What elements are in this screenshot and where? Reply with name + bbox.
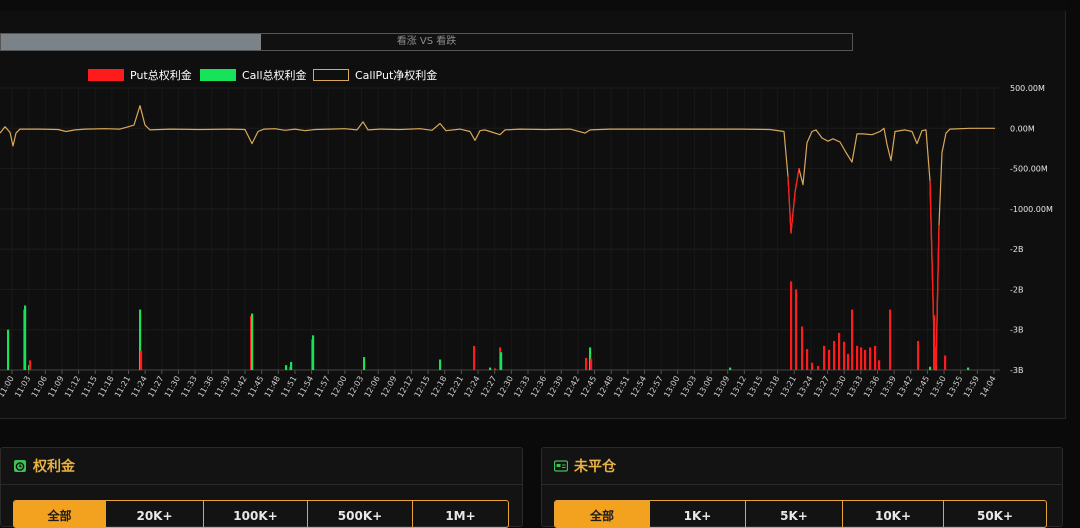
legend-label-put: Put总权利金 — [130, 69, 192, 82]
call-bar — [929, 366, 932, 370]
put-bar — [864, 349, 867, 370]
card-icon — [554, 460, 568, 472]
put-bar — [833, 340, 836, 370]
put-bar — [838, 332, 841, 370]
net-dip-highlight — [929, 180, 940, 371]
premium-filter-1m[interactable]: 1M+ — [445, 509, 476, 523]
put-bar — [874, 345, 877, 370]
y-tick-label: 0.00M — [1010, 124, 1035, 133]
call-bar — [312, 335, 315, 370]
premium-filter-500k[interactable]: 500K+ — [308, 501, 413, 527]
premium-filter-20k[interactable]: 20K+ — [106, 501, 204, 527]
premium-panel: 权利金 全部 20K+ 100K+ 500K+ 1M+ — [0, 447, 523, 528]
premium-panel-header: 权利金 — [1, 448, 522, 485]
open-interest-panel: 未平仓 全部 1K+ 5K+ 10K+ 50K+ — [541, 447, 1063, 528]
put-bar — [817, 365, 820, 370]
legend-label-net: CallPut净权利金 — [355, 69, 438, 82]
y-tick-label: -3B — [1010, 326, 1023, 335]
put-bar — [843, 341, 846, 370]
y-tick-label: -2B — [1010, 285, 1023, 294]
y-tick-label: -1000.00M — [1010, 205, 1053, 214]
call-bar — [285, 365, 288, 370]
call-bar — [439, 359, 442, 370]
put-bar — [869, 347, 872, 370]
put-bar — [790, 281, 793, 370]
call-swatch — [200, 69, 236, 81]
call-bar — [489, 367, 492, 370]
put-bar — [801, 326, 804, 370]
put-bar — [811, 362, 814, 370]
put-bar — [828, 349, 831, 370]
oi-filter-1k[interactable]: 1K+ — [650, 501, 746, 527]
premium-filter-100k[interactable]: 100K+ — [204, 501, 308, 527]
put-bar — [823, 345, 826, 370]
legend-item-put[interactable]: Put总权利金 — [88, 67, 192, 83]
premium-chart: 500.00M 0.00M -500.00M -1000.00M -2B -2B -3B -3… — [0, 84, 1053, 399]
legend-item-net[interactable]: CallPut净权利金 — [313, 67, 437, 83]
call-bar — [7, 329, 10, 370]
put-bar — [847, 353, 850, 370]
bull-bear-ratio-bar: 看涨 VS 看跌 — [0, 33, 853, 51]
open-interest-panel-header: 未平仓 — [542, 448, 1062, 485]
put-bar — [917, 340, 920, 370]
put-swatch — [88, 69, 124, 81]
x-tick-label: 14:04 — [978, 375, 997, 399]
call-bar — [139, 309, 142, 370]
oi-filter-5k[interactable]: 5K+ — [746, 501, 843, 527]
put-bar — [473, 345, 476, 370]
net-premium-line — [0, 105, 995, 371]
call-bar — [251, 313, 254, 370]
call-bar — [363, 357, 366, 370]
put-bar — [944, 355, 947, 370]
y-tick-label: -2B — [1010, 245, 1023, 254]
put-bar — [860, 347, 863, 370]
premium-panel-title: 权利金 — [33, 459, 75, 475]
put-bar — [878, 360, 881, 370]
oi-filter-all[interactable]: 全部 — [555, 501, 650, 527]
premium-filter-group: 全部 20K+ 100K+ 500K+ 1M+ — [13, 500, 509, 528]
net-swatch — [313, 69, 349, 81]
call-bar — [729, 367, 732, 370]
net-dip-highlight — [787, 168, 800, 234]
put-bar — [856, 345, 859, 370]
call-bar — [967, 367, 970, 370]
put-bar — [590, 358, 593, 370]
put-bar — [795, 289, 798, 370]
premium-filter-all[interactable]: 全部 — [14, 501, 106, 527]
put-bar — [851, 309, 854, 370]
put-bar — [889, 309, 892, 370]
legend-label-call: Call总权利金 — [242, 69, 307, 82]
oi-filter-50k[interactable]: 50K+ — [976, 509, 1014, 523]
chart-panel — [0, 11, 1066, 419]
call-bar — [500, 352, 503, 370]
oi-filter-10k[interactable]: 10K+ — [843, 501, 944, 527]
open-interest-filter-group: 全部 1K+ 5K+ 10K+ 50K+ — [554, 500, 1047, 528]
put-bar — [140, 350, 143, 370]
open-interest-panel-title: 未平仓 — [574, 459, 616, 475]
legend-item-call[interactable]: Call总权利金 — [200, 67, 307, 83]
put-bar — [585, 357, 588, 370]
y-tick-label: -500.00M — [1010, 165, 1048, 174]
put-bar — [494, 368, 497, 370]
put-bar — [806, 349, 809, 370]
clock-icon — [14, 460, 26, 472]
call-bar — [290, 361, 293, 370]
put-bar — [29, 360, 32, 370]
y-tick-label: -3B — [1010, 366, 1023, 375]
call-bar — [24, 305, 27, 370]
y-tick-label: 500.00M — [1010, 84, 1045, 93]
bullish-ratio-fill — [1, 34, 261, 50]
ratio-label: 看涨 VS 看跌 — [396, 36, 457, 47]
